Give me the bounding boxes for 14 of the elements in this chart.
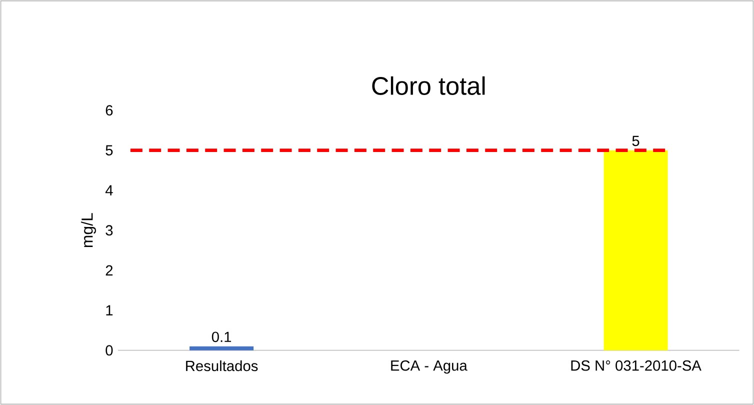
- chart-title: Cloro total: [372, 76, 485, 95]
- y-tick-label: 1: [106, 305, 113, 316]
- y-tick-label: 5: [106, 145, 113, 156]
- y-tick-label: 6: [106, 105, 113, 116]
- y-tick-label: 3: [106, 225, 113, 236]
- x-tick-label: Resultados: [186, 360, 258, 372]
- y-tick-label: 2: [106, 265, 113, 276]
- y-axis-title: mg/L: [81, 213, 96, 248]
- x-tick-label: ECA - Agua: [391, 360, 468, 374]
- data-label: 0.1: [212, 332, 232, 342]
- y-tick-label: 0: [106, 345, 113, 356]
- data-label: 5: [632, 136, 640, 146]
- y-tick-label: 4: [105, 185, 113, 196]
- x-tick-label: DS N° 031-2010-SA: [571, 360, 702, 371]
